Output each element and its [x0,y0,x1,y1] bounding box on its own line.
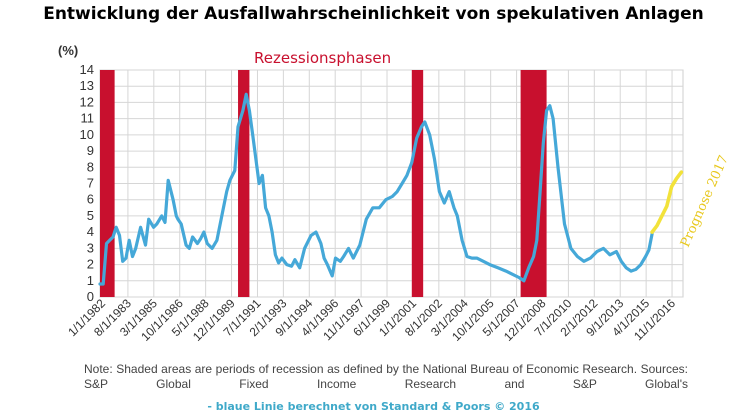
y-tick-label: 8 [87,159,94,174]
y-tick-label: 13 [80,78,94,93]
recession-band [520,70,547,297]
forecast-line [650,170,684,234]
chart-title: Entwicklung der Ausfallwahrscheinlichkei… [43,4,704,24]
y-tick-label: 7 [87,176,94,191]
recession-band [411,70,424,297]
forecast-label: Prognose 2017 [678,153,732,249]
source-note: Note: Shaded areas are periods of recess… [84,362,688,391]
recession-band [100,70,115,297]
y-tick-label: 6 [87,192,94,207]
grid [99,69,684,298]
y-tick-label: 2 [87,257,94,272]
y-tick-label: 14 [80,62,94,77]
footer-credit: - blaue Linie berechnet von Standard & P… [207,400,540,413]
recession-band [238,70,250,297]
y-tick-label: 10 [80,127,94,142]
y-tick-label: 4 [87,224,94,239]
recession-bands [100,70,547,297]
y-axis-label: (%) [58,43,78,58]
y-tick-label: 0 [87,289,94,304]
y-tick-label: 3 [87,240,94,255]
default-rate-line [98,92,654,286]
y-tick-label: 1 [87,273,94,288]
y-tick-label: 5 [87,208,94,223]
y-tick-label: 11 [81,111,95,126]
y-tick-label: 12 [80,94,94,109]
recession-label: Rezessionsphasen [254,49,391,67]
series [98,92,684,286]
y-tick-label: 9 [87,143,94,158]
